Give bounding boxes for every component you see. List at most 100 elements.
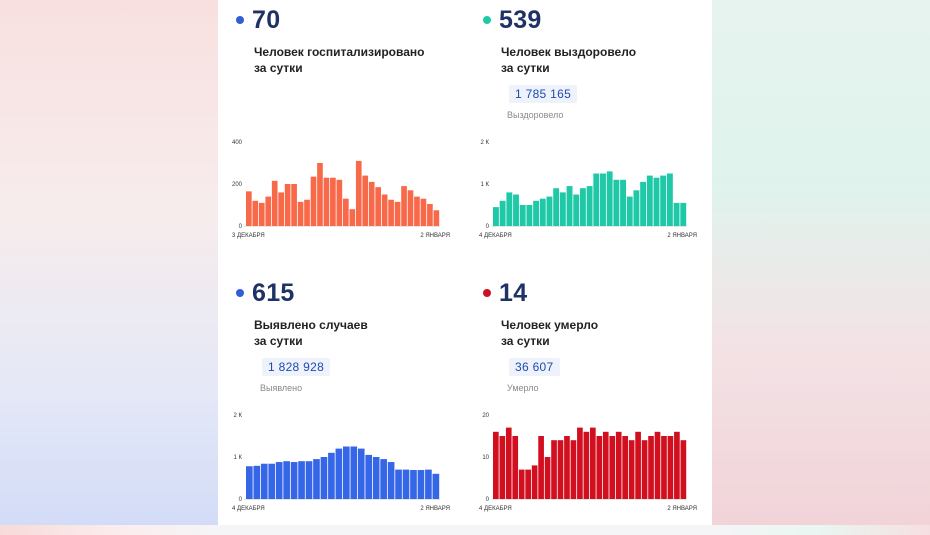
bar	[401, 186, 407, 226]
total-label: Выздоровело	[507, 110, 564, 120]
bar	[533, 200, 540, 226]
x-tick-label: 4 ДЕКАБРЯ	[479, 506, 512, 512]
y-tick-label: 1 К	[481, 182, 490, 188]
bar	[336, 179, 343, 226]
bar	[493, 207, 499, 226]
description: Человек госпитализировано за сутки	[254, 44, 444, 76]
stats-panel: 70 Человек госпитализировано за сутки 0 2…	[218, 0, 712, 525]
card-recovered: 539 Человек выздоровело за сутки 1 785 1…	[465, 0, 712, 262]
y-tick-label: 200	[232, 182, 243, 188]
bar	[613, 179, 620, 226]
chart-recovered: 0 1 К 2 К 4 ДЕКАБРЯ 2 ЯНВАРЯ	[479, 140, 697, 239]
bar	[410, 470, 417, 499]
bar	[590, 427, 596, 499]
bar	[648, 436, 654, 499]
bar	[620, 179, 626, 226]
bar	[432, 473, 440, 499]
bar	[246, 191, 252, 226]
bar	[680, 440, 687, 499]
bar	[283, 461, 290, 499]
bar	[417, 470, 425, 499]
bar	[350, 446, 358, 499]
daily-value: 70	[252, 6, 281, 34]
daily-value: 14	[499, 279, 528, 307]
bar	[427, 203, 433, 226]
bar	[673, 202, 680, 226]
bar	[559, 192, 566, 226]
bar	[284, 184, 291, 226]
bar	[640, 181, 647, 226]
bar	[388, 199, 394, 226]
description-line: Человек умерло	[501, 318, 599, 332]
indicator-dot	[236, 16, 244, 24]
background-left	[0, 0, 218, 525]
x-tick-label: 2 ЯНВАРЯ	[420, 233, 450, 239]
bar	[395, 469, 402, 499]
bar	[387, 462, 395, 499]
bar	[526, 205, 533, 226]
bar	[600, 173, 606, 226]
bar	[577, 427, 583, 499]
bar	[493, 431, 499, 499]
description-line: за сутки	[254, 61, 303, 75]
x-tick-label: 2 ЯНВАРЯ	[667, 506, 697, 512]
bar	[593, 173, 600, 226]
bar	[525, 469, 531, 499]
total-label: Умерло	[507, 383, 539, 393]
bar	[335, 448, 343, 499]
y-tick-label: 1 К	[234, 455, 243, 461]
description-line: за сутки	[254, 334, 303, 348]
bar	[402, 469, 410, 499]
bar	[506, 192, 513, 226]
bar	[557, 440, 564, 499]
indicator-dot	[483, 16, 491, 24]
bar	[606, 171, 613, 226]
y-tick-label: 2 К	[234, 413, 243, 419]
bar	[253, 465, 261, 499]
card-deaths: 14 Человек умерло за сутки 36 607 Умерло…	[465, 273, 712, 535]
bar	[566, 186, 573, 226]
bar	[380, 459, 387, 499]
bar	[546, 196, 553, 226]
bar	[633, 190, 640, 226]
bar	[518, 469, 525, 499]
description: Выявлено случаев за сутки	[254, 317, 444, 349]
bar	[586, 186, 593, 226]
bar	[343, 446, 350, 499]
bar	[291, 184, 297, 226]
bar	[375, 187, 381, 226]
x-tick-label: 4 ДЕКАБРЯ	[232, 506, 265, 512]
total-badge: 1 828 928	[262, 358, 331, 376]
description: Человек выздоровело за сутки	[501, 44, 691, 76]
bar	[519, 205, 526, 226]
bar	[609, 436, 616, 499]
bar	[544, 457, 551, 499]
bar	[317, 163, 323, 226]
chart-deaths: 0 10 20 4 ДЕКАБРЯ 2 ЯНВАРЯ	[479, 413, 697, 512]
bar	[499, 436, 506, 499]
bar	[539, 198, 546, 226]
y-tick-label: 0	[239, 497, 243, 503]
bar	[602, 431, 609, 499]
y-tick-label: 0	[486, 224, 490, 230]
bar	[305, 461, 313, 499]
bar	[313, 459, 320, 499]
description-line: Человек госпитализировано	[254, 45, 425, 59]
y-tick-label: 400	[232, 140, 243, 146]
bar	[654, 431, 661, 499]
bar	[260, 463, 268, 499]
total-badge: 1 785 165	[509, 85, 578, 103]
bar	[328, 452, 335, 499]
background-right	[712, 0, 930, 525]
bar	[641, 440, 648, 499]
card-cases: 615 Выявлено случаев за сутки 1 828 928 …	[218, 273, 465, 535]
daily-value: 539	[499, 6, 542, 34]
y-tick-label: 0	[239, 224, 243, 230]
description-line: Человек выздоровело	[501, 45, 637, 59]
indicator-dot	[483, 289, 491, 297]
bar	[579, 188, 586, 226]
total-badge: 36 607	[509, 358, 560, 376]
bar	[304, 199, 310, 226]
x-tick-label: 2 ЯНВАРЯ	[667, 233, 697, 239]
bar	[343, 198, 349, 226]
